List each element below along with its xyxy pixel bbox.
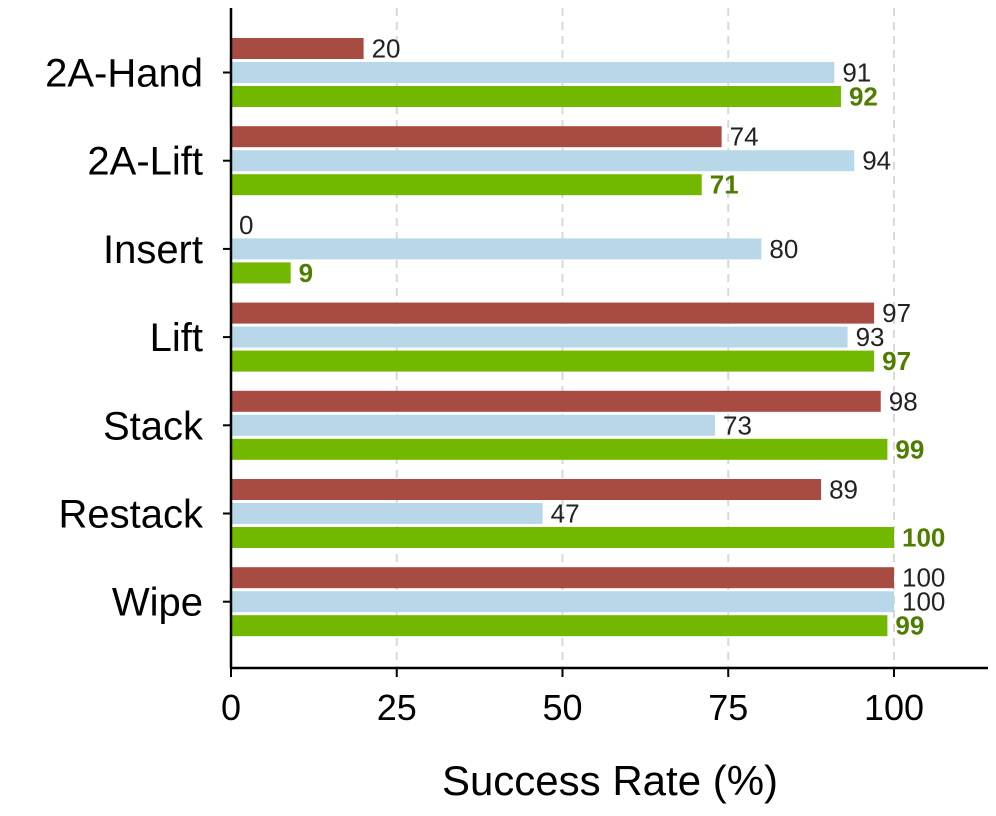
- value-label-restack-s1: 89: [829, 475, 858, 505]
- bar-2a-lift-s2: [231, 150, 855, 172]
- category-label: Insert: [103, 228, 203, 272]
- value-label-restack-s2: 47: [551, 499, 580, 529]
- category-label: Restack: [59, 493, 204, 537]
- bars: [231, 38, 894, 637]
- bar-restack-s2: [231, 503, 543, 524]
- category-label: Lift: [150, 316, 203, 360]
- bar-2a-hand-s3: [231, 86, 841, 107]
- value-label-insert-s1: 0: [239, 210, 253, 240]
- bar-stack-s1: [231, 390, 881, 412]
- value-labels: 2091927494710809979397987399894710010010…: [239, 34, 945, 641]
- category-label: 2A-Hand: [45, 52, 203, 96]
- bar-lift-s2: [231, 326, 848, 348]
- bar-insert-s3: [231, 262, 291, 284]
- value-label-2a-hand-s1: 20: [372, 34, 401, 64]
- value-label-insert-s3: 9: [299, 258, 313, 288]
- value-label-2a-hand-s3: 92: [849, 82, 878, 112]
- value-label-insert-s2: 80: [769, 234, 798, 264]
- bar-wipe-s2: [231, 591, 894, 613]
- category-labels: 2A-Hand 2A-Lift Insert Lift Stack Restack Wipe: [45, 52, 204, 625]
- bar-restack-s1: [231, 479, 822, 500]
- bar-2a-lift-s3: [231, 174, 702, 196]
- grid-lines: [395, 8, 895, 668]
- x-axis-title: Success Rate (%): [442, 757, 778, 804]
- x-tick-label: 75: [708, 687, 748, 728]
- bar-stack-s3: [231, 438, 888, 460]
- value-label-lift-s3: 97: [882, 346, 911, 376]
- value-label-lift-s2: 93: [856, 322, 885, 352]
- value-label-2a-lift-s1: 74: [730, 122, 759, 152]
- bar-2a-lift-s1: [231, 126, 722, 148]
- bar-wipe-s1: [231, 567, 894, 589]
- bar-lift-s1: [231, 302, 875, 324]
- bar-insert-s2: [231, 238, 762, 260]
- value-label-restack-s3: 100: [902, 523, 945, 553]
- value-label-wipe-s1: 100: [902, 563, 945, 593]
- bar-stack-s2: [231, 414, 715, 436]
- value-label-wipe-s3: 99: [895, 611, 924, 641]
- x-tick-label: 50: [542, 687, 582, 728]
- value-label-2a-hand-s2: 91: [842, 58, 871, 88]
- value-label-2a-lift-s2: 94: [862, 146, 891, 176]
- value-label-stack-s2: 73: [723, 410, 752, 440]
- x-tick-label: 0: [221, 687, 241, 728]
- x-tick-label: 100: [864, 687, 924, 728]
- bar-2a-hand-s2: [231, 62, 835, 83]
- x-tick-label: 25: [377, 687, 417, 728]
- value-label-wipe-s2: 100: [902, 587, 945, 617]
- bar-lift-s3: [231, 350, 875, 372]
- bar-restack-s3: [231, 527, 894, 548]
- category-label: Stack: [103, 404, 204, 448]
- category-label: 2A-Lift: [87, 140, 203, 184]
- x-tick-labels: 0 25 50 75 100: [221, 687, 924, 728]
- axes: [223, 8, 988, 677]
- bar-2a-hand-s1: [231, 38, 364, 59]
- value-label-stack-s3: 99: [895, 434, 924, 464]
- value-label-stack-s1: 98: [889, 386, 918, 416]
- bar-wipe-s3: [231, 615, 888, 637]
- category-label: Wipe: [112, 581, 203, 625]
- value-label-lift-s1: 97: [882, 298, 911, 328]
- value-label-2a-lift-s3: 71: [710, 170, 739, 200]
